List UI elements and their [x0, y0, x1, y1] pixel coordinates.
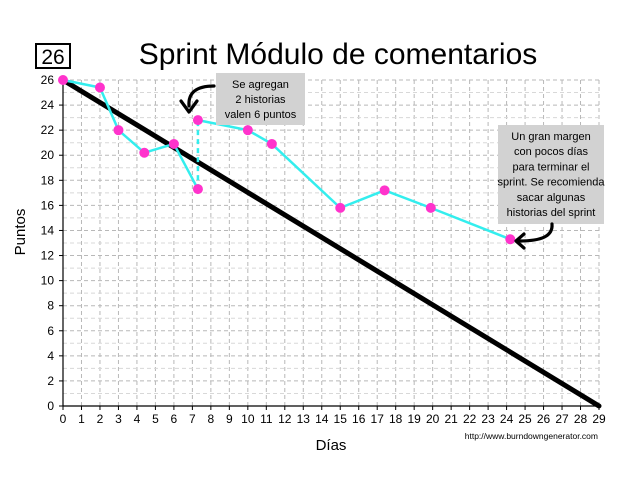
x-tick-label: 6 [171, 412, 178, 426]
axes: 0 1 2 3 4 5 6 7 8 9 10 11 12 13 14 15 16 17 18 19 20 21 22 23 24… [41, 73, 606, 426]
margin-recommendation-note: Un gran margen con pocos días para termina… [498, 125, 606, 224]
x-tick-label: 29 [592, 412, 606, 426]
actual-line-segment [384, 189, 432, 210]
y-axis-title: Puntos [12, 209, 29, 256]
margin-recommendation-note-line: sprint. Se recomienda [498, 177, 606, 189]
actual-line-segment [117, 129, 146, 154]
margin-recommendation-note-line: historias del sprint [507, 207, 596, 219]
y-tick-label: 22 [41, 123, 55, 137]
actual-point [379, 185, 390, 196]
actual-point [192, 115, 203, 126]
sprint-number-label: 26 [41, 46, 64, 69]
y-tick-label: 18 [41, 173, 55, 187]
note-arrow-1 [187, 84, 216, 108]
x-tick-label: 15 [334, 412, 348, 426]
sprint-number-badge [35, 43, 71, 69]
x-tick-label: 28 [574, 412, 588, 426]
margin-recommendation-note-box [498, 125, 604, 224]
ideal-burndown [60, 77, 602, 409]
x-tick-label: 23 [481, 412, 495, 426]
scope-change-note-line: valen 6 puntos [225, 109, 297, 121]
x-tick-label: 20 [426, 412, 440, 426]
actual-point [58, 75, 68, 85]
margin-recommendation-note-line: sacar algunas [517, 192, 586, 204]
x-tick-label: 1 [78, 412, 85, 426]
x-tick-label: 22 [463, 412, 477, 426]
y-tick-label: 12 [41, 249, 55, 263]
note-arrow-2-head [514, 232, 526, 250]
actual-line-segment [98, 87, 120, 131]
y-tick-label: 26 [41, 73, 55, 87]
x-tick-label: 21 [444, 412, 458, 426]
actual-line-segment [430, 206, 511, 241]
x-tick-label: 12 [278, 412, 292, 426]
note-arrow-1-head [179, 99, 199, 114]
x-tick-label: 9 [226, 412, 233, 426]
x-tick-label: 16 [352, 412, 366, 426]
note-arrow-2 [517, 222, 554, 243]
x-tick-label: 0 [60, 412, 67, 426]
actual-point [335, 202, 346, 213]
y-tick-label: 6 [47, 324, 54, 338]
y-tick-label: 2 [47, 374, 54, 388]
y-tick-label: 8 [47, 299, 54, 313]
actual-point [425, 202, 436, 213]
actual-point [266, 138, 277, 149]
x-tick-label: 5 [152, 412, 159, 426]
x-tick-label: 24 [500, 412, 514, 426]
y-tick-label: 0 [47, 399, 54, 413]
y-tick-label: 20 [41, 148, 55, 162]
x-tick-label: 11 [260, 412, 273, 426]
actual-point [168, 138, 179, 149]
x-tick-label: 13 [297, 412, 311, 426]
actual-point [113, 125, 124, 136]
actual-point [139, 147, 150, 158]
annotations: Se agregan 2 historias valen 6 puntos Un gr… [179, 73, 606, 250]
actual-point [192, 184, 203, 195]
margin-recommendation-note-line: Un gran margen [511, 131, 591, 143]
scope-change-note-line: 2 historias [235, 94, 286, 106]
x-tick-label: 26 [537, 412, 551, 426]
actual-line-segment [271, 143, 342, 209]
y-tick-label: 4 [47, 349, 54, 363]
x-tick-label: 27 [555, 412, 569, 426]
x-tick-label: 25 [518, 412, 532, 426]
actual-line-segment [62, 78, 101, 89]
y-tick-label: 24 [41, 98, 55, 112]
actual-point [242, 125, 253, 136]
x-tick-label: 17 [371, 412, 385, 426]
y-tick-label: 10 [41, 274, 55, 288]
actual-line-segment [339, 189, 386, 210]
x-tick-label: 4 [134, 412, 141, 426]
actual-point [505, 234, 516, 245]
x-tick-label: 8 [208, 412, 215, 426]
margin-recommendation-note-line: para terminar el [512, 161, 589, 173]
source-url: http://www.burndowngenerator.com [465, 431, 598, 441]
x-tick-label: 3 [115, 412, 122, 426]
x-tick-label: 7 [189, 412, 196, 426]
ideal-line [60, 77, 602, 409]
actual-line-segment [172, 143, 200, 190]
scope-change-note: Se agregan 2 historias valen 6 puntos [216, 73, 305, 125]
actual-line-segment [143, 142, 175, 154]
x-tick-label: 14 [315, 412, 329, 426]
actual-burndown [58, 75, 516, 245]
x-tick-label: 18 [389, 412, 403, 426]
y-tick-label: 16 [41, 198, 55, 212]
actual-line-segment [197, 118, 249, 132]
grid [63, 79, 600, 406]
chart-title: Sprint Módulo de comentarios [139, 38, 538, 71]
x-tick-label: 2 [97, 412, 104, 426]
y-tick-label: 14 [41, 223, 55, 237]
x-tick-label: 19 [407, 412, 421, 426]
margin-recommendation-note-line: con pocos días [514, 146, 588, 158]
actual-point [94, 82, 105, 93]
x-tick-label: 10 [241, 412, 255, 426]
scope-change-note-line: Se agregan [232, 79, 289, 91]
scope-change-note-box [216, 73, 305, 125]
x-axis-title: Días [316, 437, 347, 454]
